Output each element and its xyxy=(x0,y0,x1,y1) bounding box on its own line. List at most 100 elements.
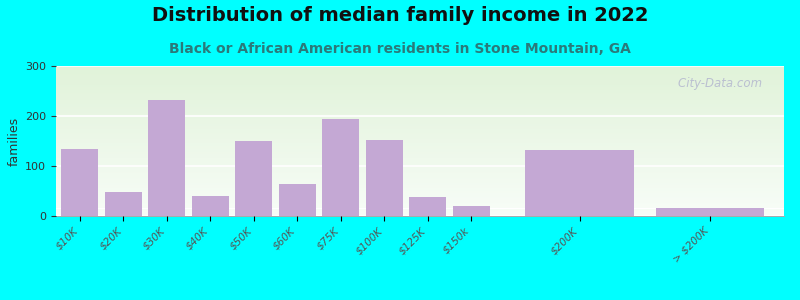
Bar xyxy=(56,73,784,74)
Bar xyxy=(56,118,784,119)
Bar xyxy=(56,121,784,122)
Bar xyxy=(56,132,784,133)
Bar xyxy=(453,206,490,216)
Bar xyxy=(56,100,784,101)
Bar xyxy=(56,77,784,78)
Bar xyxy=(56,74,784,75)
Bar xyxy=(56,85,784,86)
Bar xyxy=(56,138,784,139)
Bar xyxy=(56,202,784,203)
Bar xyxy=(56,183,784,184)
Bar xyxy=(56,162,784,163)
Bar xyxy=(56,193,784,194)
Bar xyxy=(56,141,784,142)
Bar xyxy=(56,214,784,215)
Bar xyxy=(56,114,784,115)
Bar xyxy=(56,167,784,168)
Bar xyxy=(56,102,784,103)
Bar xyxy=(56,79,784,80)
Bar xyxy=(56,108,784,109)
Bar xyxy=(56,91,784,92)
Bar xyxy=(62,148,98,216)
Bar xyxy=(56,177,784,178)
Bar xyxy=(56,140,784,141)
Bar xyxy=(235,141,272,216)
Bar xyxy=(56,75,784,76)
Bar xyxy=(322,118,359,216)
Bar xyxy=(56,206,784,207)
Bar xyxy=(56,212,784,213)
Bar xyxy=(56,199,784,200)
Bar xyxy=(56,157,784,158)
Bar xyxy=(56,96,784,97)
Bar xyxy=(56,163,784,164)
Text: City-Data.com: City-Data.com xyxy=(663,76,762,89)
Bar xyxy=(56,205,784,206)
Bar xyxy=(56,118,784,119)
Bar xyxy=(56,190,784,191)
Bar xyxy=(56,178,784,179)
Bar xyxy=(56,109,784,110)
Bar xyxy=(56,78,784,79)
Bar xyxy=(56,123,784,124)
Bar xyxy=(56,160,784,161)
Bar xyxy=(56,76,784,77)
Bar xyxy=(56,204,784,205)
Bar xyxy=(56,72,784,73)
Bar xyxy=(56,169,784,170)
Bar xyxy=(56,175,784,176)
Bar xyxy=(56,198,784,199)
Bar xyxy=(56,117,784,118)
Bar xyxy=(56,107,784,108)
Bar xyxy=(56,151,784,152)
Bar xyxy=(56,188,784,189)
Bar xyxy=(56,122,784,123)
Bar xyxy=(56,209,784,210)
Bar xyxy=(56,124,784,125)
Bar xyxy=(56,172,784,173)
Bar xyxy=(56,82,784,83)
Bar xyxy=(56,180,784,181)
Bar xyxy=(56,184,784,185)
Bar xyxy=(56,189,784,190)
Bar xyxy=(56,112,784,113)
Bar xyxy=(56,89,784,90)
Bar xyxy=(56,116,784,117)
Bar xyxy=(56,174,784,175)
Bar xyxy=(56,201,784,202)
Bar xyxy=(56,165,784,166)
Bar xyxy=(56,126,784,127)
Bar xyxy=(56,202,784,203)
Bar xyxy=(56,134,784,135)
Bar xyxy=(56,208,784,209)
Bar xyxy=(56,103,784,104)
Bar xyxy=(56,213,784,214)
Bar xyxy=(56,101,784,102)
Bar xyxy=(56,98,784,99)
Text: Distribution of median family income in 2022: Distribution of median family income in … xyxy=(152,6,648,25)
Bar xyxy=(56,86,784,87)
Bar xyxy=(56,164,784,165)
Bar xyxy=(526,149,634,216)
Bar xyxy=(56,105,784,106)
Bar xyxy=(56,159,784,160)
Bar xyxy=(56,154,784,155)
Bar xyxy=(56,143,784,144)
Bar xyxy=(56,197,784,198)
Bar xyxy=(56,150,784,151)
Bar xyxy=(148,100,186,216)
Bar xyxy=(56,147,784,148)
Bar xyxy=(656,208,765,216)
Bar xyxy=(56,135,784,136)
Bar xyxy=(56,137,784,138)
Bar xyxy=(409,197,446,216)
Bar xyxy=(56,196,784,197)
Bar xyxy=(56,127,784,128)
Bar xyxy=(56,111,784,112)
Bar xyxy=(56,171,784,172)
Bar xyxy=(56,182,784,183)
Bar xyxy=(56,160,784,161)
Bar xyxy=(56,81,784,82)
Bar xyxy=(56,130,784,131)
Bar xyxy=(56,166,784,167)
